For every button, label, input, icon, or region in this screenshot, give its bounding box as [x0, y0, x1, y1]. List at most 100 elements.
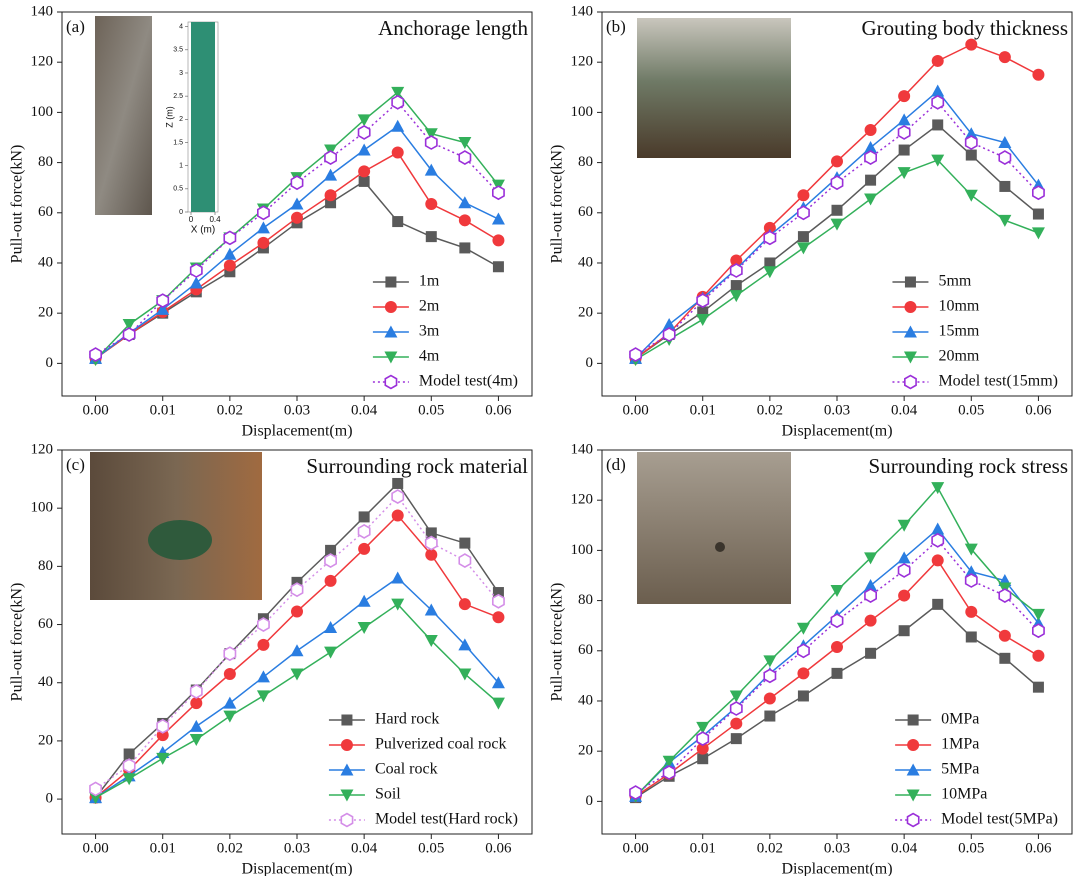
marker — [796, 622, 810, 635]
marker — [223, 230, 237, 246]
marker — [391, 489, 405, 504]
marker — [964, 543, 978, 556]
legend: 1m 2m 3m 4m Model test(4m) — [372, 273, 518, 390]
marker — [291, 605, 303, 618]
inset-y-tick-label: 4 — [179, 23, 183, 30]
marker — [256, 670, 270, 683]
marker — [392, 477, 404, 489]
marker — [662, 765, 676, 780]
x-axis-label: Displacement(m) — [781, 861, 892, 876]
legend-label: Model test(15mm) — [938, 373, 1058, 390]
x-tick-label: 0.02 — [217, 402, 243, 418]
y-tick-label: 20 — [578, 305, 593, 321]
marker — [629, 347, 642, 363]
marker — [931, 94, 945, 110]
x-tick-label: 0.01 — [690, 840, 716, 856]
marker — [931, 154, 945, 167]
marker — [459, 537, 471, 549]
marker — [898, 144, 910, 156]
photo — [637, 452, 791, 604]
y-tick-label: 40 — [578, 254, 593, 270]
y-tick-label: 140 — [571, 3, 594, 19]
marker — [865, 174, 877, 186]
marker — [391, 146, 404, 159]
marker — [864, 123, 877, 136]
marker — [491, 212, 505, 225]
legend-label: Hard rock — [375, 711, 439, 728]
legend-label: Model test(Hard rock) — [375, 811, 518, 828]
marker — [696, 313, 710, 326]
legend: Hard rock Pulverized coal rock Coal rock So… — [328, 711, 518, 828]
marker — [729, 690, 743, 703]
marker — [425, 527, 437, 539]
legend-label: Model test(4m) — [419, 373, 518, 390]
marker — [763, 221, 776, 234]
marker — [257, 236, 270, 249]
marker — [324, 646, 338, 659]
x-tick-label: 0.01 — [150, 840, 176, 856]
legend-label: 4m — [419, 348, 440, 365]
panel-title: Surrounding rock material — [306, 454, 528, 478]
marker — [797, 231, 809, 243]
marker — [931, 554, 944, 567]
marker — [729, 263, 743, 278]
marker — [763, 655, 777, 668]
marker — [931, 84, 945, 97]
x-axis-label: Displacement(m) — [241, 861, 352, 876]
marker — [831, 667, 843, 679]
y-tick-label: 20 — [38, 305, 53, 321]
marker — [662, 317, 676, 330]
marker — [122, 318, 136, 331]
y-tick-label: 0 — [586, 793, 594, 809]
panel: 0 20 40 60 80 100 120 0.00 0.01 0.02 0.03 0.04 0.05 0… — [9, 441, 533, 876]
y-tick-label: 80 — [38, 154, 53, 170]
legend-label: Coal rock — [375, 761, 438, 778]
x-tick-label: 0.00 — [622, 402, 648, 418]
legend-marker — [340, 739, 353, 751]
legend-marker — [384, 301, 397, 313]
legend-marker — [906, 789, 920, 802]
legend-marker — [384, 351, 398, 364]
x-tick-label: 0.01 — [690, 402, 716, 418]
legend-label: 10mm — [938, 298, 979, 315]
marker — [325, 197, 337, 209]
x-tick-label: 0.03 — [824, 402, 850, 418]
marker — [730, 733, 742, 745]
marker — [391, 571, 405, 584]
marker — [830, 613, 844, 629]
marker — [324, 189, 337, 202]
marker — [391, 119, 405, 132]
y-tick-label: 60 — [578, 204, 593, 220]
marker — [223, 646, 237, 662]
marker — [865, 647, 877, 659]
marker — [290, 175, 304, 191]
marker — [357, 621, 371, 634]
legend-label: 0MPa — [941, 711, 979, 728]
y-tick-label: 40 — [38, 254, 53, 270]
marker — [998, 588, 1012, 603]
marker — [662, 755, 676, 768]
marker — [864, 141, 878, 154]
y-tick-label: 0 — [46, 791, 54, 807]
marker — [998, 150, 1012, 165]
x-tick-label: 0.03 — [284, 402, 310, 418]
y-tick-label: 80 — [578, 592, 593, 608]
marker — [324, 574, 337, 587]
y-tick-label: 0 — [586, 355, 594, 371]
y-tick-label: 80 — [38, 558, 53, 574]
marker — [156, 729, 169, 742]
marker — [998, 214, 1012, 227]
marker — [223, 710, 237, 723]
marker — [831, 155, 843, 168]
marker — [931, 54, 944, 67]
legend-marker — [341, 714, 353, 726]
marker — [797, 667, 810, 680]
marker — [999, 180, 1011, 192]
marker — [897, 519, 911, 532]
marker — [965, 631, 977, 643]
marker — [964, 127, 978, 140]
marker — [392, 216, 404, 228]
marker — [1032, 649, 1045, 662]
y-tick-label: 60 — [38, 616, 53, 632]
x-axis-label: Displacement(m) — [781, 423, 892, 440]
